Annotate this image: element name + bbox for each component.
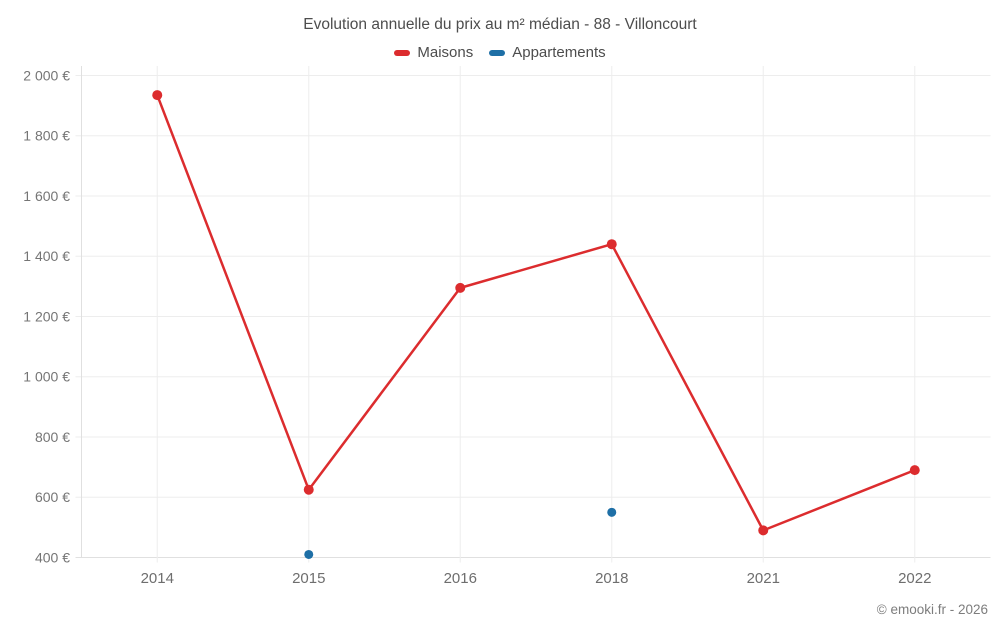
x-tick-label-2018: 2018 <box>595 570 628 587</box>
legend-item-maisons[interactable]: Maisons <box>394 44 473 61</box>
y-tick-label-1200: 1 200 € <box>23 308 70 324</box>
legend-swatch-appartements-icon <box>489 49 506 56</box>
data-point-maisons-2021[interactable] <box>758 525 769 536</box>
legend-label-maisons: Maisons <box>417 44 474 61</box>
x-tick-label-2014: 2014 <box>141 570 174 587</box>
data-point-maisons-2015[interactable] <box>303 484 314 495</box>
y-tick-label-600: 600 € <box>35 489 70 505</box>
data-point-maisons-2022[interactable] <box>909 465 920 476</box>
x-tick-label-2015: 2015 <box>292 570 325 587</box>
credit-text: © emooki.fr - 2026 <box>876 602 988 617</box>
y-tick-label-1800: 1 800 € <box>23 128 70 144</box>
series-line-maisons[interactable] <box>762 468 916 532</box>
data-point-maisons-2016[interactable] <box>455 282 466 293</box>
chart-title: Evolution annuelle du prix au m² médian … <box>303 16 697 33</box>
data-point-maisons-2018[interactable] <box>606 239 617 250</box>
y-tick-label-400: 400 € <box>35 549 70 565</box>
y-tick-label-1600: 1 600 € <box>23 188 70 204</box>
series-line-maisons[interactable] <box>610 242 765 532</box>
legend-swatch-maisons-icon <box>394 49 411 56</box>
series-line-maisons[interactable] <box>307 286 462 491</box>
x-tick-label-2022: 2022 <box>898 570 931 587</box>
data-point-appartements-2018[interactable] <box>607 507 617 517</box>
chart-legend: Maisons Appartements <box>0 44 1000 61</box>
data-point-maisons-2014[interactable] <box>152 90 163 101</box>
y-tick-label-1000: 1 000 € <box>23 369 70 385</box>
series-line-maisons[interactable] <box>459 242 613 290</box>
y-tick-label-800: 800 € <box>35 429 70 445</box>
legend-item-appartements[interactable]: Appartements <box>489 44 606 61</box>
x-tick-label-2016: 2016 <box>444 570 477 587</box>
x-tick-label-2021: 2021 <box>747 570 780 587</box>
y-tick-label-1400: 1 400 € <box>23 248 70 264</box>
y-tick-label-2000: 2 000 € <box>23 67 70 83</box>
legend-label-appartements: Appartements <box>512 44 606 61</box>
series-line-maisons[interactable] <box>156 93 310 491</box>
data-point-appartements-2015[interactable] <box>304 549 314 559</box>
